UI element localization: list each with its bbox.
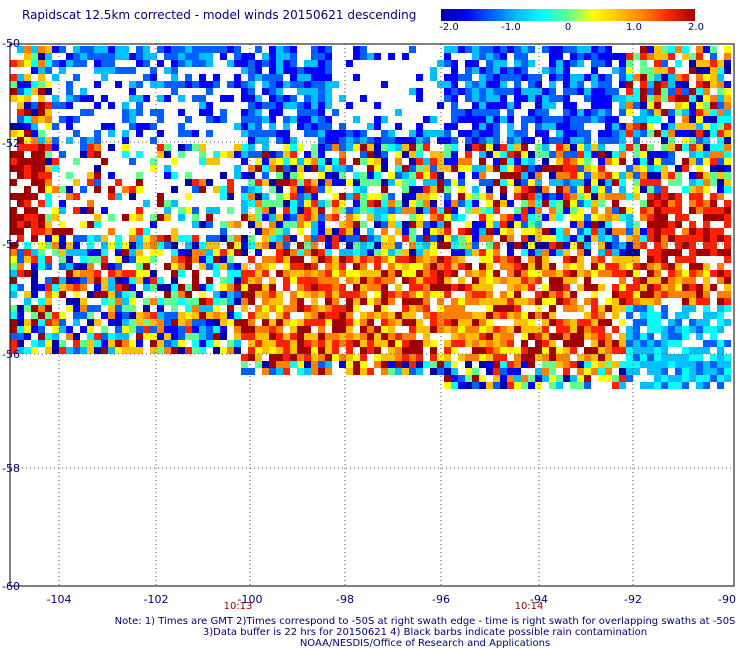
x-tick-label: -100 bbox=[237, 593, 263, 606]
note-line-2: 3)Data buffer is 22 hrs for 20150621 4) … bbox=[202, 627, 648, 638]
colorbar-label-max: 2.0 bbox=[688, 22, 704, 33]
x-tick-label: -102 bbox=[143, 593, 169, 606]
y-tick-label: -58 bbox=[2, 462, 20, 475]
x-tick-label: -98 bbox=[336, 593, 354, 606]
time-label: 10:14 bbox=[514, 601, 544, 612]
chart-title: Rapidscat 12.5km corrected - model winds… bbox=[22, 8, 417, 22]
colorbar bbox=[441, 9, 695, 21]
y-tick-label: -60 bbox=[2, 580, 20, 593]
colorbar-label-neg1: -1.0 bbox=[501, 22, 521, 33]
x-tick-label: -90 bbox=[718, 593, 736, 606]
note-line-3: NOAA/NESDIS/Office of Research and Appli… bbox=[299, 638, 551, 649]
colorbar-label-pos1: 1.0 bbox=[626, 22, 642, 33]
time-label: 10:13 bbox=[223, 601, 253, 612]
swath-pixels bbox=[10, 46, 731, 389]
x-tick-label: -104 bbox=[46, 593, 72, 606]
y-tick-label: -50 bbox=[2, 37, 20, 50]
y-tick-label: -54 bbox=[2, 238, 20, 251]
x-tick-label: -94 bbox=[530, 593, 548, 606]
y-tick-label: -52 bbox=[2, 137, 20, 150]
colorbar-label-min: -2.0 bbox=[439, 22, 459, 33]
x-tick-label: -92 bbox=[624, 593, 642, 606]
x-tick-label: -96 bbox=[432, 593, 450, 606]
note-line-1: Note: 1) Times are GMT 2)Times correspon… bbox=[114, 616, 736, 627]
colorbar-label-zero: 0 bbox=[564, 22, 572, 33]
plot-frame bbox=[9, 43, 735, 587]
footnotes: Note: 1) Times are GMT 2)Times correspon… bbox=[0, 616, 740, 649]
y-tick-label: -56 bbox=[2, 348, 20, 361]
